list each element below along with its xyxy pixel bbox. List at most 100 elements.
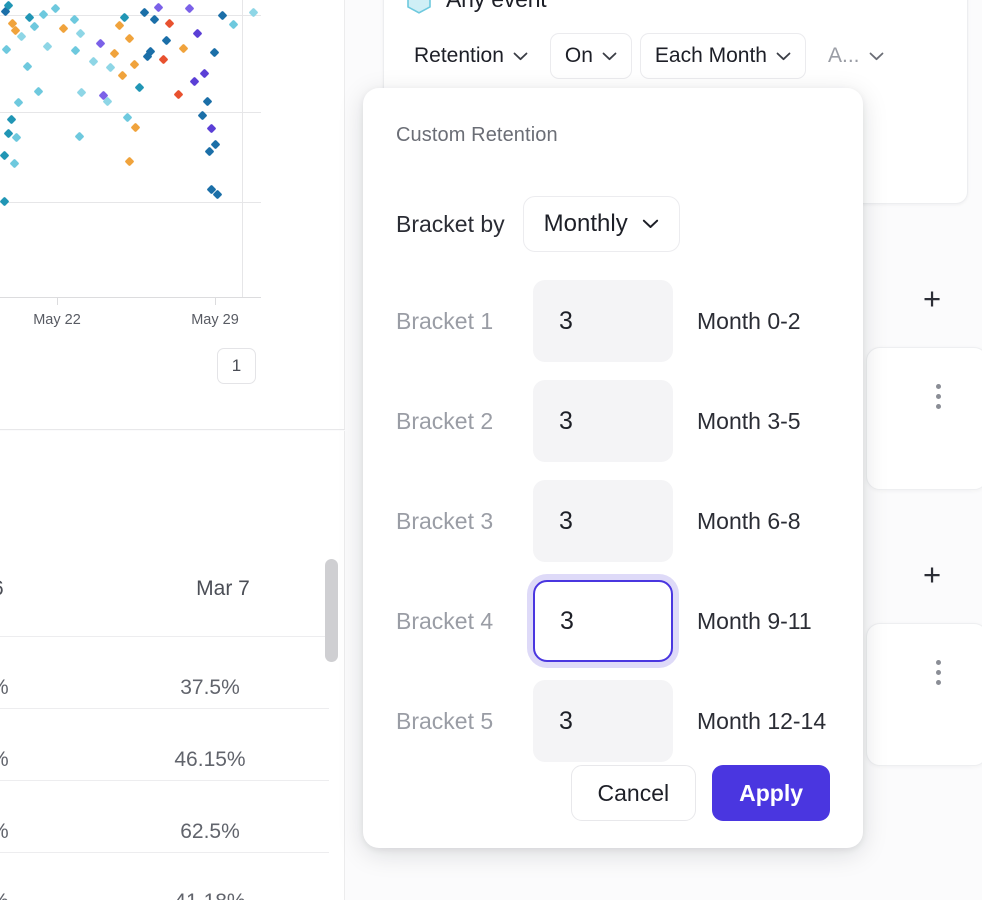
table-cell: % xyxy=(0,820,9,844)
row-divider xyxy=(0,636,329,637)
table-vertical-scrollbar[interactable] xyxy=(325,559,338,662)
pagination-page-1[interactable]: 1 xyxy=(217,348,256,384)
scatter-point xyxy=(199,68,210,79)
table-cell: 62.5% xyxy=(180,820,240,843)
scatter-point xyxy=(75,28,86,39)
scatter-plot xyxy=(0,0,261,298)
on-dropdown[interactable]: On xyxy=(549,33,632,79)
truncated-label: A... xyxy=(828,44,860,67)
table-cell: 41.18% xyxy=(130,890,290,900)
scatter-point xyxy=(69,14,80,25)
row-divider xyxy=(0,708,329,709)
bracket-size-input[interactable]: 3 xyxy=(533,680,673,762)
retention-chart-panel: May 22 May 29 1 xyxy=(0,0,345,430)
kebab-menu-icon[interactable] xyxy=(936,384,941,409)
bracket-label: Bracket 3 xyxy=(396,507,494,534)
kebab-menu-icon[interactable] xyxy=(936,660,941,685)
scatter-point xyxy=(105,62,116,73)
table-cell: % xyxy=(0,676,9,700)
scatter-point xyxy=(0,150,10,161)
scatter-point xyxy=(124,156,135,167)
scatter-point xyxy=(189,76,200,87)
bracket-row-3: Bracket 3 3 Month 6-8 xyxy=(396,480,801,562)
bracket-size-input[interactable]: 3 xyxy=(533,380,673,462)
scatter-point xyxy=(129,59,140,70)
scatter-point xyxy=(217,10,228,21)
cancel-button[interactable]: Cancel xyxy=(570,765,697,821)
scatter-point xyxy=(158,54,169,65)
table-header-row: 6 Mar 7 xyxy=(0,577,329,637)
bracket-by-label: Bracket by xyxy=(396,210,505,237)
scatter-point xyxy=(16,31,27,42)
scatter-point xyxy=(122,112,133,123)
bracket-label: Bracket 4 xyxy=(396,607,494,634)
table-cell: 46.15% xyxy=(174,748,246,771)
scatter-point xyxy=(13,97,24,108)
chevron-down-icon xyxy=(602,52,617,60)
scatter-point xyxy=(102,96,113,107)
bracket-row-5: Bracket 5 3 Month 12-14 xyxy=(396,680,826,762)
event-row: Any event xyxy=(406,0,547,14)
truncated-dropdown[interactable]: A... xyxy=(814,33,898,79)
chevron-down-icon xyxy=(869,52,883,60)
scatter-point xyxy=(9,158,20,169)
bracket-size-input-focused[interactable]: 3 xyxy=(533,580,673,662)
scatter-point xyxy=(70,45,81,56)
scatter-point xyxy=(6,114,17,125)
scatter-point xyxy=(161,35,172,46)
scatter-point xyxy=(11,132,22,143)
x-axis-line xyxy=(0,297,261,298)
custom-retention-dialog: Custom Retention Bracket by Monthly Brac… xyxy=(363,88,863,848)
scatter-point xyxy=(178,43,189,54)
measure-type-dropdown[interactable]: Retention xyxy=(400,33,542,79)
brackets-scroll-container[interactable]: Bracket 1 3 Month 0-2 Bracket 2 3 Month … xyxy=(363,280,863,815)
bracket-range-label: Month 9-11 xyxy=(697,607,812,634)
scatter-point xyxy=(76,87,87,98)
x-tick-label-0: May 22 xyxy=(33,312,81,328)
scatter-point xyxy=(109,48,120,59)
table-header-cell-0: 6 xyxy=(0,577,4,601)
scatter-point xyxy=(1,44,12,55)
bracket-by-select[interactable]: Monthly xyxy=(522,196,680,252)
bracket-size-input[interactable]: 3 xyxy=(533,480,673,562)
builder-card-2 xyxy=(866,347,982,490)
chevron-down-icon xyxy=(776,52,791,60)
scatter-point xyxy=(33,86,44,97)
scatter-point xyxy=(130,122,141,133)
scatter-point xyxy=(38,9,49,20)
table-cell: % xyxy=(0,748,9,772)
measure-controls: Retention On Each Month A... xyxy=(400,33,898,79)
scatter-point xyxy=(209,47,220,58)
chevron-down-icon xyxy=(513,52,528,60)
scatter-point xyxy=(42,41,53,52)
scatter-point xyxy=(228,19,239,30)
row-divider xyxy=(0,852,329,853)
scatter-point xyxy=(88,56,99,67)
interval-dropdown[interactable]: Each Month xyxy=(639,33,806,79)
bracket-row-2: Bracket 2 3 Month 3-5 xyxy=(396,380,801,462)
scatter-point xyxy=(114,20,125,31)
scatter-point xyxy=(22,61,33,72)
table-cell: 37.5% xyxy=(180,676,240,699)
scatter-point xyxy=(204,146,215,157)
gridline-horizontal xyxy=(0,202,261,203)
interval-label: Each Month xyxy=(654,44,767,67)
add-step-button-1[interactable]: + xyxy=(923,281,942,316)
scatter-point xyxy=(95,38,106,49)
chevron-down-icon xyxy=(642,219,658,228)
add-step-button-2[interactable]: + xyxy=(923,557,942,592)
bracket-by-value: Monthly xyxy=(543,210,628,237)
bracket-by-row: Bracket by Monthly xyxy=(396,196,680,252)
gridline-horizontal xyxy=(0,15,261,16)
scatter-point xyxy=(117,70,128,81)
bracket-row-1: Bracket 1 3 Month 0-2 xyxy=(396,280,801,362)
gridline-vertical xyxy=(242,0,243,298)
bracket-size-input[interactable]: 3 xyxy=(533,280,673,362)
scatter-point xyxy=(74,131,85,142)
hexagon-icon xyxy=(407,0,431,14)
apply-button[interactable]: Apply xyxy=(712,765,830,821)
scatter-point xyxy=(149,14,160,25)
builder-card-3 xyxy=(866,623,982,766)
on-label: On xyxy=(564,44,593,67)
